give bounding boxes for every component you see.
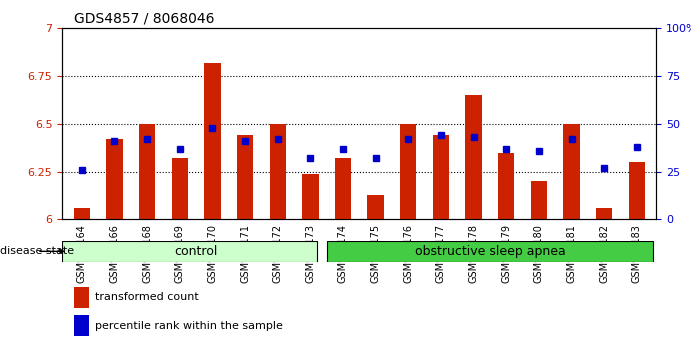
FancyBboxPatch shape xyxy=(327,241,653,262)
Bar xyxy=(400,124,417,219)
Bar xyxy=(531,181,547,219)
Text: disease state: disease state xyxy=(0,246,74,256)
Bar xyxy=(74,287,89,308)
Bar xyxy=(466,95,482,219)
Bar xyxy=(433,135,449,219)
Text: percentile rank within the sample: percentile rank within the sample xyxy=(95,321,283,331)
Text: obstructive sleep apnea: obstructive sleep apnea xyxy=(415,245,565,258)
Bar xyxy=(237,135,253,219)
Bar xyxy=(335,158,351,219)
Bar xyxy=(629,162,645,219)
Text: GDS4857 / 8068046: GDS4857 / 8068046 xyxy=(74,12,215,26)
Bar xyxy=(139,124,155,219)
Text: control: control xyxy=(174,245,218,258)
Bar xyxy=(74,208,90,219)
Bar xyxy=(171,158,188,219)
Bar xyxy=(596,208,612,219)
Bar xyxy=(205,63,220,219)
FancyBboxPatch shape xyxy=(62,241,317,262)
Bar xyxy=(368,195,384,219)
Bar xyxy=(106,139,122,219)
Bar xyxy=(74,315,89,336)
Bar xyxy=(563,124,580,219)
Bar xyxy=(269,124,286,219)
Bar xyxy=(302,173,319,219)
Bar xyxy=(498,153,514,219)
Text: transformed count: transformed count xyxy=(95,292,198,302)
